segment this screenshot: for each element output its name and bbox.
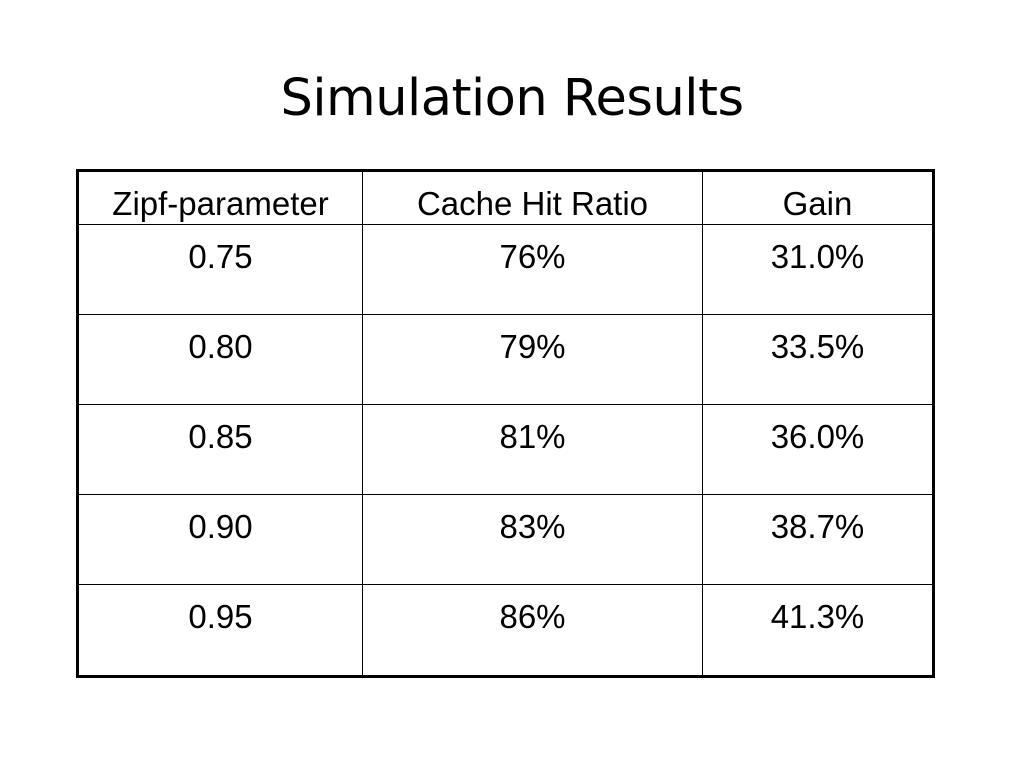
gain-cell: 36.0% (702, 404, 934, 496)
table-row: 0.95 86% 41.3% (77, 584, 934, 677)
results-table: Zipf-parameter Cache Hit Ratio Gain 0.75… (76, 169, 935, 678)
slide-title: Simulation Results (280, 69, 744, 128)
cache-hit-ratio-cell: 79% (362, 314, 703, 406)
gain-cell: 38.7% (702, 494, 934, 586)
table-row: 0.80 79% 33.5% (77, 314, 934, 406)
gain-cell: 41.3% (702, 584, 934, 677)
header-gain: Gain (702, 170, 934, 225)
zipf-parameter-cell: 0.75 (77, 223, 363, 316)
zipf-parameter-cell: 0.95 (77, 584, 363, 677)
table-row: 0.90 83% 38.7% (77, 494, 934, 586)
zipf-parameter-cell: 0.80 (77, 314, 363, 406)
header-cache-hit-ratio: Cache Hit Ratio (362, 170, 703, 225)
cache-hit-ratio-cell: 86% (362, 584, 703, 677)
zipf-parameter-cell: 0.90 (77, 494, 363, 586)
zipf-parameter-cell: 0.85 (77, 404, 363, 496)
cache-hit-ratio-cell: 83% (362, 494, 703, 586)
table-row: 0.75 76% 31.0% (77, 223, 934, 316)
table-header-row: Zipf-parameter Cache Hit Ratio Gain (77, 170, 934, 225)
header-zipf-parameter: Zipf-parameter (77, 170, 363, 225)
table-row: 0.85 81% 36.0% (77, 404, 934, 496)
gain-cell: 31.0% (702, 223, 934, 316)
cache-hit-ratio-cell: 76% (362, 223, 703, 316)
gain-cell: 33.5% (702, 314, 934, 406)
cache-hit-ratio-cell: 81% (362, 404, 703, 496)
